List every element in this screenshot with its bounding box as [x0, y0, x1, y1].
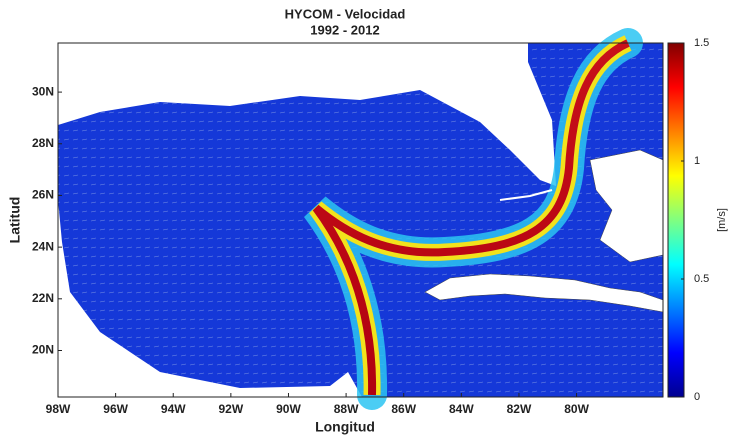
- colorbar-tick-label: 0.5: [694, 273, 709, 285]
- x-tick-label: 90W: [276, 402, 301, 416]
- colorbar-tick-label: 1: [694, 155, 700, 167]
- map-area: [57, 28, 664, 410]
- loop-current-core: [312, 39, 630, 396]
- x-tick-label: 86W: [391, 402, 416, 416]
- x-tick-label: 88W: [334, 402, 359, 416]
- x-tick-label: 84W: [449, 402, 474, 416]
- x-tick-label: 94W: [161, 402, 186, 416]
- bahamas: [589, 149, 664, 263]
- colorbar-label: [m/s]: [716, 208, 728, 232]
- x-axis-label: Longitud: [315, 419, 375, 435]
- y-tick-label: 20N: [32, 343, 54, 357]
- y-tick-label: 28N: [32, 136, 54, 150]
- y-tick-label: 26N: [32, 188, 54, 202]
- colorbar-tick-label: 0: [694, 391, 700, 403]
- title: HYCOM - Velocidad: [285, 6, 406, 21]
- colorbar: [668, 43, 684, 397]
- x-tick-label: 92W: [219, 402, 244, 416]
- y-tick-label: 30N: [32, 84, 54, 98]
- subtitle: 1992 - 2012: [310, 22, 379, 37]
- y-axis-label: Latitud: [7, 197, 23, 244]
- florida-keys: [499, 189, 553, 201]
- ocean-texture: [58, 43, 663, 397]
- x-tick-label: 82W: [507, 402, 532, 416]
- y-tick-label: 24N: [32, 239, 54, 253]
- plot-frame: [57, 42, 664, 398]
- y-tick-label: 22N: [32, 291, 54, 305]
- x-tick-label: 80W: [564, 402, 589, 416]
- colorbar-frame: [667, 42, 685, 398]
- x-tick-label: 98W: [46, 402, 71, 416]
- colorbar-tick-label: 1.5: [694, 37, 709, 49]
- x-tick-label: 96W: [103, 402, 128, 416]
